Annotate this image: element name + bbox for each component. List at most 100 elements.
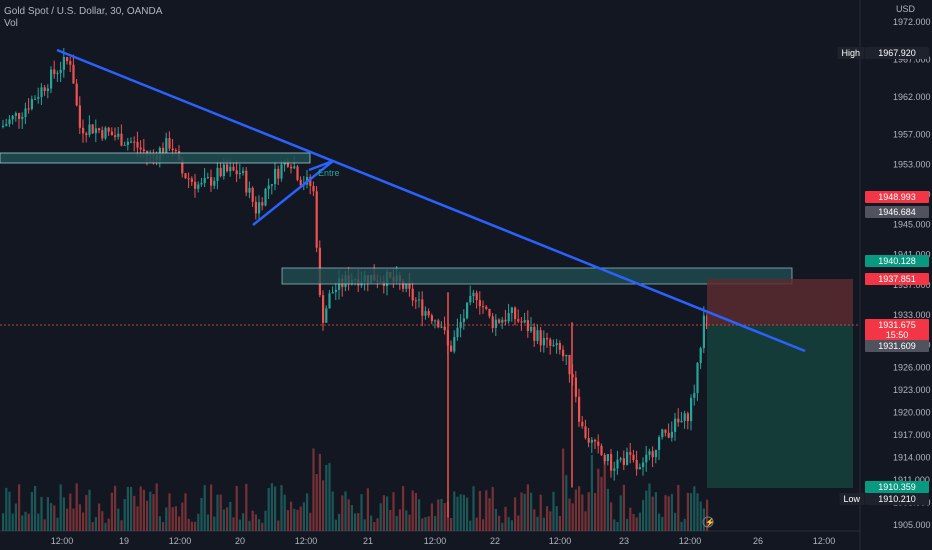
volume-bar xyxy=(651,496,654,531)
symbol-title[interactable]: Gold Spot / U.S. Dollar, 30, OANDA xyxy=(4,6,163,17)
candle-body xyxy=(533,326,536,341)
volume-bar xyxy=(274,486,277,531)
candle-body xyxy=(229,166,232,172)
candle-body xyxy=(472,292,475,297)
candle-body xyxy=(53,69,56,75)
candle-body xyxy=(610,454,613,471)
volume-bar xyxy=(434,515,437,531)
volume-bar xyxy=(526,484,529,531)
candle-body xyxy=(174,150,177,152)
volume-bar xyxy=(114,485,117,531)
high-label: High xyxy=(837,47,864,59)
volume-bar xyxy=(693,486,696,531)
candle-body xyxy=(328,293,331,309)
candle-body xyxy=(488,308,491,317)
candle-body xyxy=(424,311,427,316)
volume-bar xyxy=(200,497,203,531)
volume-bar xyxy=(302,502,305,531)
candle-body xyxy=(674,418,677,432)
candle-body xyxy=(606,454,609,462)
candle-body xyxy=(645,454,648,463)
volume-bar xyxy=(664,495,667,531)
candle-body xyxy=(59,69,62,73)
candle-body xyxy=(437,320,440,328)
candle-body xyxy=(453,337,456,352)
candle-body xyxy=(107,127,110,132)
volume-bar xyxy=(117,508,120,531)
volume-bar xyxy=(56,517,59,531)
price-tick: 1972.000 xyxy=(893,17,931,27)
price-tick: 1920.000 xyxy=(893,407,931,417)
volume-bar xyxy=(290,501,293,531)
time-tick: 12:00 xyxy=(549,536,572,546)
volume-bar xyxy=(645,490,648,531)
candle-body xyxy=(66,56,69,62)
candle-body xyxy=(46,88,49,92)
volume-bar xyxy=(197,513,200,531)
volume-bar xyxy=(216,494,219,531)
candle-body xyxy=(88,124,91,135)
candle-body xyxy=(661,429,664,438)
volume-bar xyxy=(34,485,37,531)
candle-body xyxy=(267,185,270,189)
volume-bar xyxy=(171,507,174,531)
volume-bar xyxy=(411,490,414,531)
volume-bar xyxy=(360,494,363,531)
candle-body xyxy=(542,338,545,346)
volume-bar xyxy=(24,511,27,531)
candle-body xyxy=(693,393,696,398)
price-tick: 1933.000 xyxy=(893,310,931,320)
candle-body xyxy=(523,320,526,323)
candle-body xyxy=(14,113,17,116)
volume-bar xyxy=(158,516,161,531)
volume-bar xyxy=(165,507,168,531)
candle-body xyxy=(50,69,53,89)
volume-bar xyxy=(642,500,645,531)
candle-body xyxy=(478,300,481,307)
price-tick: 1923.000 xyxy=(893,385,931,395)
candle-body xyxy=(200,183,203,185)
candle-body xyxy=(296,166,299,180)
candle-body xyxy=(462,318,465,323)
volume-bar xyxy=(514,497,517,531)
replay-icon xyxy=(702,516,714,528)
volume-bar xyxy=(616,521,619,531)
volume-bar xyxy=(379,503,382,531)
volume-bar xyxy=(699,501,702,531)
candle-body xyxy=(594,439,597,442)
volume-bar xyxy=(2,513,5,531)
candle-body xyxy=(277,168,280,179)
volume-bar xyxy=(501,522,504,531)
candle-body xyxy=(274,168,277,185)
volume-bar xyxy=(267,488,270,531)
current-low-tag: 1931.609 xyxy=(865,340,929,352)
volume-bar xyxy=(296,509,299,531)
volume-bar xyxy=(226,507,229,531)
candle-body xyxy=(450,345,453,352)
candle-body xyxy=(562,349,565,357)
chart-header: Gold Spot / U.S. Dollar, 30, OANDA Vol xyxy=(4,6,162,30)
volume-bar xyxy=(578,486,581,531)
candle-body xyxy=(184,173,187,179)
volume-bar xyxy=(402,486,405,531)
trendline-main xyxy=(56,48,806,353)
candle-body xyxy=(72,64,75,84)
candle-body xyxy=(565,354,568,357)
candle-body xyxy=(501,319,504,323)
volume-bar xyxy=(130,487,133,531)
price-tick: 1953.000 xyxy=(893,160,931,170)
candle-body xyxy=(261,202,264,206)
volume-bar xyxy=(562,448,565,531)
volume-bar xyxy=(597,468,600,531)
volume-bar xyxy=(581,494,584,531)
volume-bar xyxy=(334,519,337,531)
volume-bar xyxy=(622,484,625,531)
volume-bar xyxy=(210,484,213,531)
volume-label[interactable]: Vol xyxy=(4,18,18,29)
volume-bar xyxy=(437,499,440,531)
candle-body xyxy=(642,462,645,468)
candle-body xyxy=(165,138,168,154)
volume-bar xyxy=(600,476,603,531)
volume-bar xyxy=(488,498,491,531)
